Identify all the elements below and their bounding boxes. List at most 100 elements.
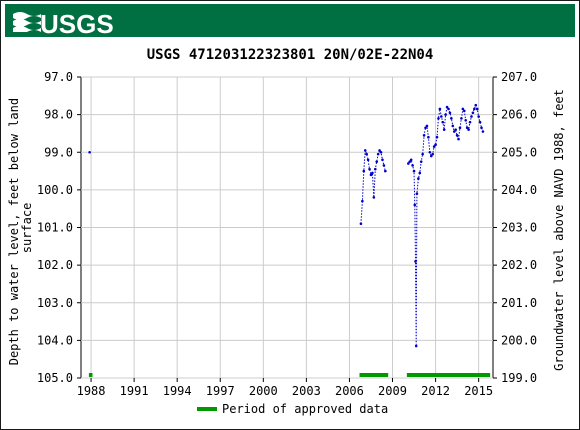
y-tick-label-right: 205.0 [501, 145, 537, 159]
data-point [429, 154, 433, 158]
data-point [372, 196, 376, 199]
legend: Period of approved data [197, 402, 388, 416]
chart-title: USGS 471203122323801 20N/02E-22N04 [147, 47, 434, 63]
data-point [361, 199, 364, 203]
data-point [468, 120, 472, 124]
data-point [475, 107, 479, 111]
data-point [415, 192, 419, 195]
data-point [445, 105, 449, 109]
usgs-wave-icon [13, 12, 41, 32]
data-point [428, 150, 432, 154]
approved-period-bar [406, 373, 491, 377]
data-point [407, 162, 410, 165]
data-point [440, 115, 443, 118]
data-point [460, 117, 463, 120]
right-axis-label: Groundwater level above NAVD 1988, feet [552, 89, 566, 371]
data-point [376, 152, 380, 156]
data-point [424, 126, 427, 130]
data-point [419, 160, 423, 163]
data-point [408, 160, 412, 163]
data-point [359, 222, 363, 226]
data-point [457, 137, 460, 141]
y-tick-label-left: 101.0 [37, 221, 73, 235]
data-point [478, 120, 482, 124]
left-axis-label: Depth to water level, feet below land su… [7, 91, 34, 366]
data-point [458, 126, 462, 130]
data-point [417, 177, 420, 180]
x-axis-ticks: 1988 1991 1994 1997 2000 2003 2006 2009 2012 2015 [77, 378, 493, 398]
x-tick-label: 2006 [335, 384, 364, 398]
data-point [382, 164, 386, 167]
y-tick-label-right: 204.0 [501, 183, 537, 197]
data-point [481, 130, 485, 133]
data-point [414, 344, 418, 348]
data-point [464, 118, 468, 122]
y-tick-label-left: 98.0 [44, 108, 73, 122]
data-point [381, 158, 384, 162]
x-tick-label: 2015 [464, 384, 493, 398]
data-point [435, 135, 439, 139]
data-point [452, 130, 456, 133]
data-point [461, 107, 465, 111]
data-point [431, 152, 435, 156]
x-tick-label: 2012 [421, 384, 450, 398]
x-tick-label: 1991 [120, 384, 149, 398]
data-point [421, 152, 424, 156]
y-tick-label-left: 97.0 [44, 70, 73, 84]
data-point [450, 117, 453, 120]
y-tick-label-left: 100.0 [37, 183, 73, 197]
data-point [411, 164, 414, 167]
data-point [454, 128, 457, 131]
data-point [418, 171, 422, 175]
data-point [425, 124, 429, 128]
legend-label: Period of approved data [222, 402, 388, 416]
data-point [375, 160, 379, 163]
data-point [462, 109, 466, 113]
data-point [444, 113, 447, 116]
data-point [384, 169, 387, 173]
y-tick-label-left: 104.0 [37, 333, 73, 347]
left-axis-ticks: 97.0 98.0 99.0 100.0 101.0 102.0 103.0 104.0 105… [37, 70, 81, 385]
approved-periods [88, 373, 491, 377]
x-tick-label: 1997 [206, 384, 235, 398]
data-point [438, 107, 442, 111]
data-point [477, 115, 480, 118]
y-tick-label-right: 199.0 [501, 371, 537, 385]
series-line [360, 149, 386, 224]
approved-period-bar [359, 373, 389, 377]
y-tick-label-left: 103.0 [37, 296, 73, 310]
data-point [451, 124, 455, 128]
data-point [379, 150, 383, 154]
data-point [378, 149, 381, 152]
data-point [465, 126, 469, 130]
x-tick-label: 1988 [77, 384, 106, 398]
usgs-logo-text: USGS [40, 9, 114, 39]
data-point [455, 134, 459, 137]
y-tick-label-left: 105.0 [37, 371, 73, 385]
data-point [412, 169, 416, 173]
grid [81, 76, 493, 379]
x-tick-label: 2009 [378, 384, 407, 398]
right-axis-ticks: 207.0 206.0 205.0 204.0 203.0 202.0 201.0 200.0… [493, 70, 537, 385]
data-point [432, 145, 436, 148]
y-tick-label-left: 102.0 [37, 258, 73, 272]
y-tick-label-right: 203.0 [501, 221, 537, 235]
data-point [366, 158, 370, 162]
data-point [437, 117, 440, 120]
data-point [369, 173, 373, 177]
data-point [88, 150, 91, 154]
y-tick-label-right: 200.0 [501, 333, 537, 347]
y-tick-label-right: 207.0 [501, 70, 537, 84]
usgs-banner: USGS [5, 4, 575, 39]
data-point [363, 149, 367, 152]
data-point [448, 111, 452, 115]
legend-swatch [197, 407, 217, 411]
data-point [474, 103, 478, 107]
y-tick-label-right: 201.0 [501, 296, 537, 310]
data-point [471, 111, 475, 115]
data-point [434, 143, 437, 147]
y-tick-label-left: 99.0 [44, 145, 73, 159]
y-tick-label-right: 206.0 [501, 108, 537, 122]
x-tick-label: 2003 [292, 384, 321, 398]
